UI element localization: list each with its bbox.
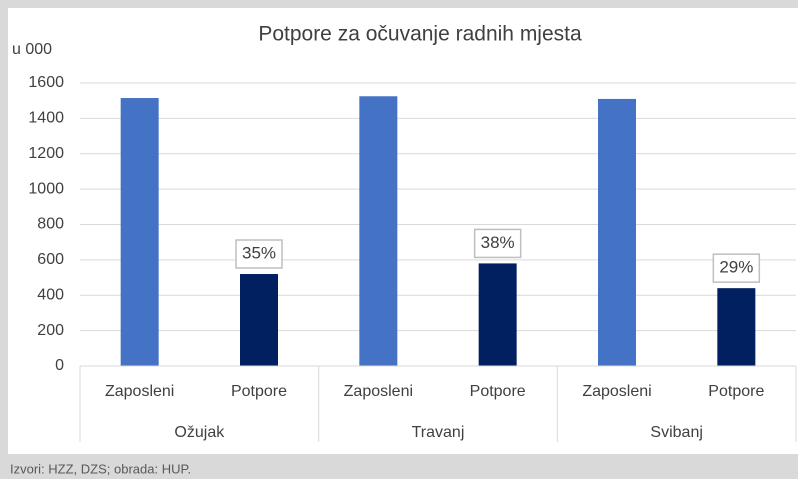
x-tick-label: Zaposleni [582, 383, 651, 400]
bar [120, 98, 159, 367]
annotation: 35% [242, 244, 276, 263]
x-tick-label: Potpore [708, 383, 764, 400]
y-tick-label: 600 [37, 251, 64, 268]
y-tick-label: 0 [55, 357, 64, 374]
bar [717, 288, 756, 366]
bar [598, 98, 636, 366]
y-tick-label: 1400 [28, 110, 64, 127]
x-tick-label: Zaposleni [105, 383, 174, 400]
y-tick-label: 800 [37, 216, 64, 233]
y-tick-label: 1200 [28, 145, 64, 162]
y-tick-label: 1600 [28, 74, 64, 91]
y-tick-label: 200 [37, 322, 64, 339]
chart-title: Potpore za očuvanje radnih mjesta [258, 23, 582, 46]
y-tick-label: 400 [37, 286, 64, 303]
x-tick-label: Potpore [231, 383, 287, 400]
source-note: Izvori: HZZ, DZS; obrada: HUP. [10, 461, 191, 476]
group-label: Ožujak [174, 424, 225, 441]
annotation: 29% [719, 258, 753, 277]
y-unit: u 000 [12, 41, 52, 58]
bar [359, 96, 398, 366]
group-label: Svibanj [650, 424, 702, 441]
x-tick-label: Zaposleni [344, 383, 413, 400]
y-tick-label: 1000 [28, 180, 64, 197]
annotation: 38% [481, 233, 515, 252]
annotation-box [712, 253, 761, 283]
group-label: Travanj [412, 424, 465, 441]
annotation-box [235, 239, 283, 269]
bar [240, 274, 278, 366]
x-tick-label: Potpore [470, 383, 526, 400]
annotation-box [473, 228, 522, 259]
bar [478, 263, 517, 366]
